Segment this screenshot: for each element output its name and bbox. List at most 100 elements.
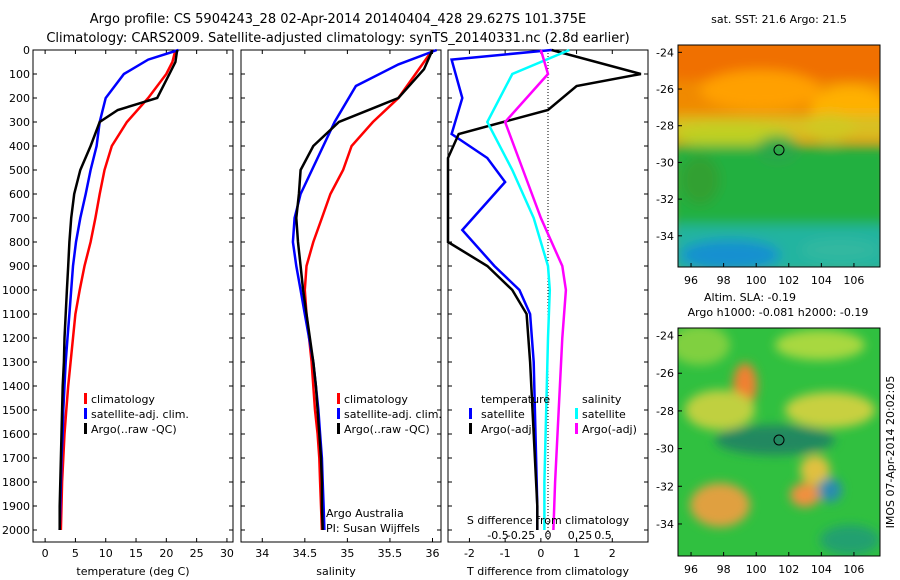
depth-tick-label: 1600 <box>2 428 30 441</box>
temperature-x-label: temperature (deg C) <box>76 565 189 578</box>
map-y-tick-label: -26 <box>656 83 674 96</box>
series-line <box>449 48 552 530</box>
argo-australia-label: Argo Australia <box>326 507 404 520</box>
sla-map-title: Altim. SLA: -0.19 <box>704 291 796 304</box>
x-tick-label: 0 <box>537 547 544 560</box>
legend-label-satellite: satellite-adj. clim. <box>91 408 189 421</box>
top-tick-label: -0.5 <box>487 529 508 542</box>
x-tick-label: 36 <box>425 547 439 560</box>
depth-tick-label: 400 <box>9 140 30 153</box>
depth-axis: 0 100 200 300 400 500 600 700 800 900 1000 1100 1200… <box>2 44 648 537</box>
legend-swatch-satellite <box>337 408 340 419</box>
salinity-plot-frame <box>240 49 442 543</box>
legend-swatch-climatology <box>84 393 87 404</box>
map-y-tick-label: -24 <box>656 46 674 59</box>
figure-title-line1: Argo profile: CS 5904243_28 02-Apr-2014 … <box>90 12 586 27</box>
depth-tick-label: 0 <box>23 44 30 57</box>
legend-label-argo: Argo(..raw -QC) <box>91 423 177 436</box>
sst-map-image <box>678 45 880 267</box>
salinity-difference-ticks: -0.5-0.25 0 0.25 0.5 <box>487 529 611 542</box>
depth-tick-label: 200 <box>9 92 30 105</box>
depth-tick-label: 1300 <box>2 356 30 369</box>
x-tick-label: 5 <box>72 547 79 560</box>
salinity-legend: climatology satellite-adj. clim. Argo(..… <box>337 393 442 436</box>
sla-map-axes: 96 98 100 102 104 106 -24 -26 -28 -30 -32 -34 <box>656 330 864 576</box>
legend-swatch-temp-satellite <box>469 408 472 419</box>
argo-location-marker <box>773 144 785 156</box>
map-x-tick-label: 102 <box>778 563 799 576</box>
depth-tick-label: 1900 <box>2 500 30 513</box>
map-x-tick-label: 100 <box>746 563 767 576</box>
map-y-tick-label: -32 <box>656 480 674 493</box>
series-line <box>291 48 438 531</box>
legend-swatch-temp-argo <box>469 423 472 434</box>
map-y-tick-label: -34 <box>656 230 674 243</box>
map-y-tick-label: -30 <box>656 156 674 169</box>
salinity-x-label: salinity <box>316 565 356 578</box>
legend-swatch-argo <box>337 423 340 434</box>
difference-x-label: T difference from climatology <box>466 565 629 578</box>
legend-title-temperature: temperature <box>481 393 550 406</box>
map-y-tick-label: -34 <box>656 518 674 531</box>
depth-tick-label: 800 <box>9 236 30 249</box>
x-tick-label: 20 <box>159 547 173 560</box>
sst-map-title: sat. SST: 21.6 Argo: 21.5 <box>711 13 847 26</box>
legend-label-temp-satellite: satellite <box>481 408 525 421</box>
depth-tick-label: 1100 <box>2 308 30 321</box>
map-x-tick-label: 100 <box>746 274 767 287</box>
map-x-tick-label: 106 <box>843 274 864 287</box>
sla-map-image <box>678 328 880 556</box>
x-tick-label: 35.5 <box>378 547 403 560</box>
depth-tick-label: 600 <box>9 188 30 201</box>
imos-timestamp: IMOS 07-Apr-2014 20:02:05 <box>884 376 897 529</box>
series-line <box>485 48 570 530</box>
map-x-tick-label: 104 <box>811 274 832 287</box>
sst-map-frame <box>677 44 881 268</box>
series-line <box>59 49 177 531</box>
x-tick-label: 15 <box>129 547 143 560</box>
salinity-lines <box>291 48 438 531</box>
depth-tick-label: 1000 <box>2 284 30 297</box>
sla-map-subtitle: Argo h1000: -0.081 h2000: -0.19 <box>688 306 869 319</box>
x-tick-label: 34 <box>255 547 269 560</box>
legend-label-temp-argo: Argo(-adj) <box>481 423 536 436</box>
x-tick-label: 2 <box>609 547 616 560</box>
map-x-tick-label: 102 <box>778 274 799 287</box>
depth-tick-label: 300 <box>9 116 30 129</box>
x-tick-label: 30 <box>220 547 234 560</box>
map-y-tick-label: -28 <box>656 405 674 418</box>
depth-tick-label: 2000 <box>2 524 30 537</box>
map-x-tick-label: 98 <box>717 563 731 576</box>
top-tick-label: 0 <box>545 529 552 542</box>
temperature-plot-frame <box>32 49 234 543</box>
map-x-tick-label: 104 <box>811 563 832 576</box>
legend-swatch-argo <box>84 423 87 434</box>
x-tick-label: 0 <box>42 547 49 560</box>
map-x-tick-label: 106 <box>843 563 864 576</box>
legend-label-sal-satellite: satellite <box>582 408 626 421</box>
argo-location-marker <box>773 434 785 446</box>
legend-label-climatology: climatology <box>91 393 155 406</box>
x-tick-label: 1 <box>573 547 580 560</box>
temperature-legend: climatology satellite-adj. clim. Argo(..… <box>84 393 189 436</box>
legend-swatch-climatology <box>337 393 340 404</box>
legend-label-climatology: climatology <box>344 393 408 406</box>
legend-title-salinity: salinity <box>582 393 622 406</box>
series-line <box>303 49 434 531</box>
x-tick-label: 10 <box>99 547 113 560</box>
legend-label-sal-argo: Argo(-adj) <box>582 423 637 436</box>
series-line <box>446 48 642 530</box>
pi-label: PI: Susan Wijffels <box>326 522 420 535</box>
figure-title-line2: Climatology: CARS2009. Satellite-adjuste… <box>46 31 629 46</box>
map-x-tick-label: 96 <box>684 563 698 576</box>
top-tick-label: 0.5 <box>594 529 612 542</box>
sla-map-frame <box>677 327 881 557</box>
x-tick-label: 35 <box>340 547 354 560</box>
map-x-tick-label: 98 <box>717 274 731 287</box>
difference-top-label: S difference from climatology <box>467 514 630 527</box>
series-line <box>295 49 434 531</box>
map-y-tick-label: -24 <box>656 330 674 343</box>
series-line <box>58 48 179 531</box>
x-tick-label: -1 <box>500 547 511 560</box>
